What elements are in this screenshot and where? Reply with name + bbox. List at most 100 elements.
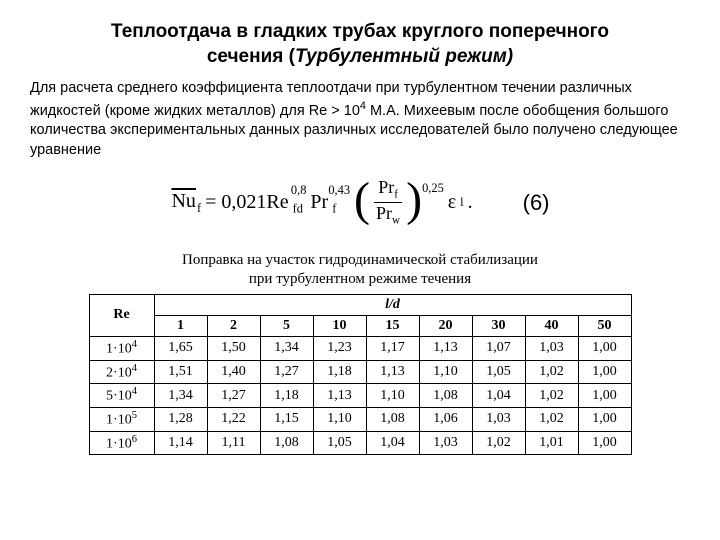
data-cell: 1,18	[260, 384, 313, 408]
nu-term: Nuf	[170, 190, 201, 216]
data-cell: 1,04	[472, 384, 525, 408]
table-row: 2·1041,511,401,271,181,131,101,051,021,0…	[89, 360, 631, 384]
data-cell: 1,13	[366, 360, 419, 384]
data-cell: 1,40	[207, 360, 260, 384]
data-cell: 1,14	[154, 431, 207, 455]
re-cell: 1·104	[89, 336, 154, 360]
table-row: 1·1041,651,501,341,231,171,131,071,031,0…	[89, 336, 631, 360]
re-sup: 0,8	[291, 183, 307, 197]
nu-bar: Nu	[170, 190, 196, 212]
data-cell: 1,07	[472, 336, 525, 360]
data-cell: 1,00	[578, 431, 631, 455]
re-exp: 5	[132, 410, 137, 421]
eps: ε	[448, 191, 456, 214]
data-cell: 1,08	[366, 407, 419, 431]
dot: .	[468, 191, 473, 214]
col-header: 20	[419, 315, 472, 336]
data-cell: 1,03	[525, 336, 578, 360]
data-cell: 1,00	[578, 336, 631, 360]
data-cell: 1,65	[154, 336, 207, 360]
pr1-sup: 0,43	[328, 183, 350, 197]
data-cell: 1,08	[260, 431, 313, 455]
data-cell: 1,27	[207, 384, 260, 408]
title-line1: Теплоотдача в гладких трубах круглого по…	[111, 21, 609, 42]
col-header: 30	[472, 315, 525, 336]
re-header: Re	[89, 294, 154, 336]
data-cell: 1,23	[313, 336, 366, 360]
lparen-icon: (	[354, 181, 370, 219]
data-cell: 1,28	[154, 407, 207, 431]
caption-line1: Поправка на участок гидродинамической ст…	[182, 252, 538, 268]
col-header: 40	[525, 315, 578, 336]
pr1: Pr	[310, 191, 328, 214]
data-cell: 1,05	[472, 360, 525, 384]
data-cell: 1,02	[525, 360, 578, 384]
data-cell: 1,05	[313, 431, 366, 455]
table-body: 1·1041,651,501,341,231,171,131,071,031,0…	[89, 336, 631, 454]
data-cell: 1,00	[578, 360, 631, 384]
formula-row: Nuf = 0,021Refd0,8 Prf0,43 ( Prf Prw ) 0…	[30, 178, 690, 227]
re-term: fd0,8	[293, 189, 307, 217]
intro-paragraph: Для расчета среднего коэффициента теплоо…	[30, 79, 690, 160]
rparen-icon: )	[406, 181, 422, 219]
data-cell: 1,13	[313, 384, 366, 408]
eps-sub: l	[460, 195, 463, 210]
re-exp: 6	[132, 434, 137, 445]
equation-number: (6)	[523, 190, 550, 216]
col-header: 5	[260, 315, 313, 336]
data-cell: 1,11	[207, 431, 260, 455]
data-cell: 1,17	[366, 336, 419, 360]
ld-header: l/d	[154, 294, 631, 315]
data-cell: 1,00	[578, 407, 631, 431]
col-header: 50	[578, 315, 631, 336]
data-cell: 1,10	[313, 407, 366, 431]
num-sub: f	[394, 189, 398, 201]
data-cell: 1,02	[525, 384, 578, 408]
table-row: 1·1061,141,111,081,051,041,031,021,011,0…	[89, 431, 631, 455]
data-cell: 1,34	[260, 336, 313, 360]
data-cell: 1,15	[260, 407, 313, 431]
frac-den: Prw	[372, 203, 404, 227]
frac-num: Prf	[374, 178, 402, 203]
table-row: 5·1041,341,271,181,131,101,081,041,021,0…	[89, 384, 631, 408]
data-cell: 1,10	[419, 360, 472, 384]
data-cell: 1,03	[472, 407, 525, 431]
data-cell: 1,27	[260, 360, 313, 384]
data-cell: 1,02	[472, 431, 525, 455]
re-cell: 5·104	[89, 384, 154, 408]
ld-header-text: l/d	[385, 297, 400, 312]
title-line2: сечения (	[207, 46, 295, 67]
header-row-2: 125101520304050	[89, 315, 631, 336]
den-pr: Pr	[376, 203, 392, 223]
pr1-term: f0,43	[332, 189, 350, 217]
table-row: 1·1051,281,221,151,101,081,061,031,021,0…	[89, 407, 631, 431]
data-cell: 1,02	[525, 407, 578, 431]
paren-group: ( Prf Prw ) 0,25	[354, 178, 444, 227]
num-pr: Pr	[378, 177, 394, 197]
eq-const: = 0,021Re	[205, 191, 289, 214]
re-cell: 1·106	[89, 431, 154, 455]
data-cell: 1,50	[207, 336, 260, 360]
caption-line2: при турбулентном режиме течения	[249, 271, 471, 287]
data-cell: 1,22	[207, 407, 260, 431]
data-cell: 1,01	[525, 431, 578, 455]
data-cell: 1,10	[366, 384, 419, 408]
re-sub: fd	[293, 202, 303, 216]
table-head: Re l/d 125101520304050	[89, 294, 631, 336]
col-header: 15	[366, 315, 419, 336]
data-cell: 1,13	[419, 336, 472, 360]
header-row-1: Re l/d	[89, 294, 631, 315]
nu-sub: f	[197, 201, 201, 215]
formula: Nuf = 0,021Refd0,8 Prf0,43 ( Prf Prw ) 0…	[170, 178, 472, 227]
pr1-sub: f	[332, 202, 336, 216]
title-italic: Турбулентный режим)	[295, 46, 513, 67]
data-cell: 1,06	[419, 407, 472, 431]
table-caption: Поправка на участок гидродинамической ст…	[30, 251, 690, 290]
fraction: Prf Prw	[372, 178, 404, 227]
data-cell: 1,00	[578, 384, 631, 408]
re-exp: 4	[132, 363, 137, 374]
re-cell: 2·104	[89, 360, 154, 384]
correction-table: Re l/d 125101520304050 1·1041,651,501,34…	[89, 294, 632, 455]
data-cell: 1,18	[313, 360, 366, 384]
page-title: Теплоотдача в гладких трубах круглого по…	[30, 20, 690, 69]
